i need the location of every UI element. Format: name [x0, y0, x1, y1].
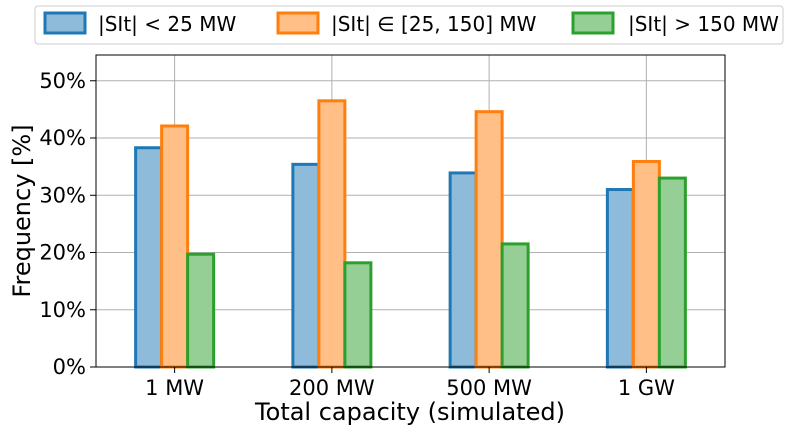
legend-label-series-0: |SIt| < 25 MW: [98, 12, 236, 36]
y-tick-label: 50%: [39, 69, 86, 93]
bar-series-2-1-gw: [657, 176, 687, 369]
legend-label-series-1: |SIt| ∈ [25, 150] MW: [331, 12, 537, 36]
bar-series-2-500-mw: [500, 242, 530, 369]
legend-swatch-series-0: [43, 11, 87, 35]
y-tick-label: 10%: [39, 298, 86, 322]
y-tick-label: 30%: [39, 183, 86, 207]
x-axis-ticks: 1 MW 200 MW 500 MW 1 GW: [145, 367, 675, 400]
y-axis-ticks: 0% 10% 20% 30% 40% 50%: [39, 69, 96, 379]
bar-series-2-1-mw: [186, 252, 216, 369]
y-tick-label: 0%: [53, 355, 86, 379]
x-tick-label: 1 GW: [618, 376, 675, 400]
bar-series-1-1-mw: [160, 124, 190, 369]
x-tick-label: 1 MW: [145, 376, 204, 400]
legend-swatch-series-2: [571, 11, 615, 35]
y-tick-label: 20%: [39, 241, 86, 265]
y-tick-label: 40%: [39, 126, 86, 150]
bar-series-2-200-mw: [343, 261, 373, 369]
x-tick-label: 200 MW: [289, 376, 375, 400]
legend-item-series-2: |SIt| > 150 MW: [571, 11, 779, 36]
bars: [134, 99, 687, 369]
x-tick-label: 500 MW: [446, 376, 532, 400]
plot-frame: [95, 54, 726, 368]
legend-item-series-0: |SIt| < 25 MW: [43, 11, 236, 36]
bar-series-1-500-mw: [474, 110, 504, 369]
legend-item-series-1: |SIt| ∈ [25, 150] MW: [276, 11, 537, 36]
legend-swatch-series-1: [276, 11, 320, 35]
bar-series-1-200-mw: [317, 99, 347, 369]
legend-label-series-2: |SIt| > 150 MW: [628, 12, 779, 36]
bar-series-1-1-gw: [631, 159, 661, 369]
bar-series-0-1-mw: [134, 146, 164, 369]
y-axis-label: Frequency [%]: [8, 124, 36, 297]
bar-series-0-500-mw: [448, 171, 478, 369]
x-axis-label: Total capacity (simulated): [254, 398, 565, 426]
bar-series-0-1-gw: [605, 188, 635, 369]
bar-series-0-200-mw: [291, 162, 321, 369]
legend: |SIt| < 25 MW |SIt| ∈ [25, 150] MW |SIt|…: [34, 5, 784, 45]
